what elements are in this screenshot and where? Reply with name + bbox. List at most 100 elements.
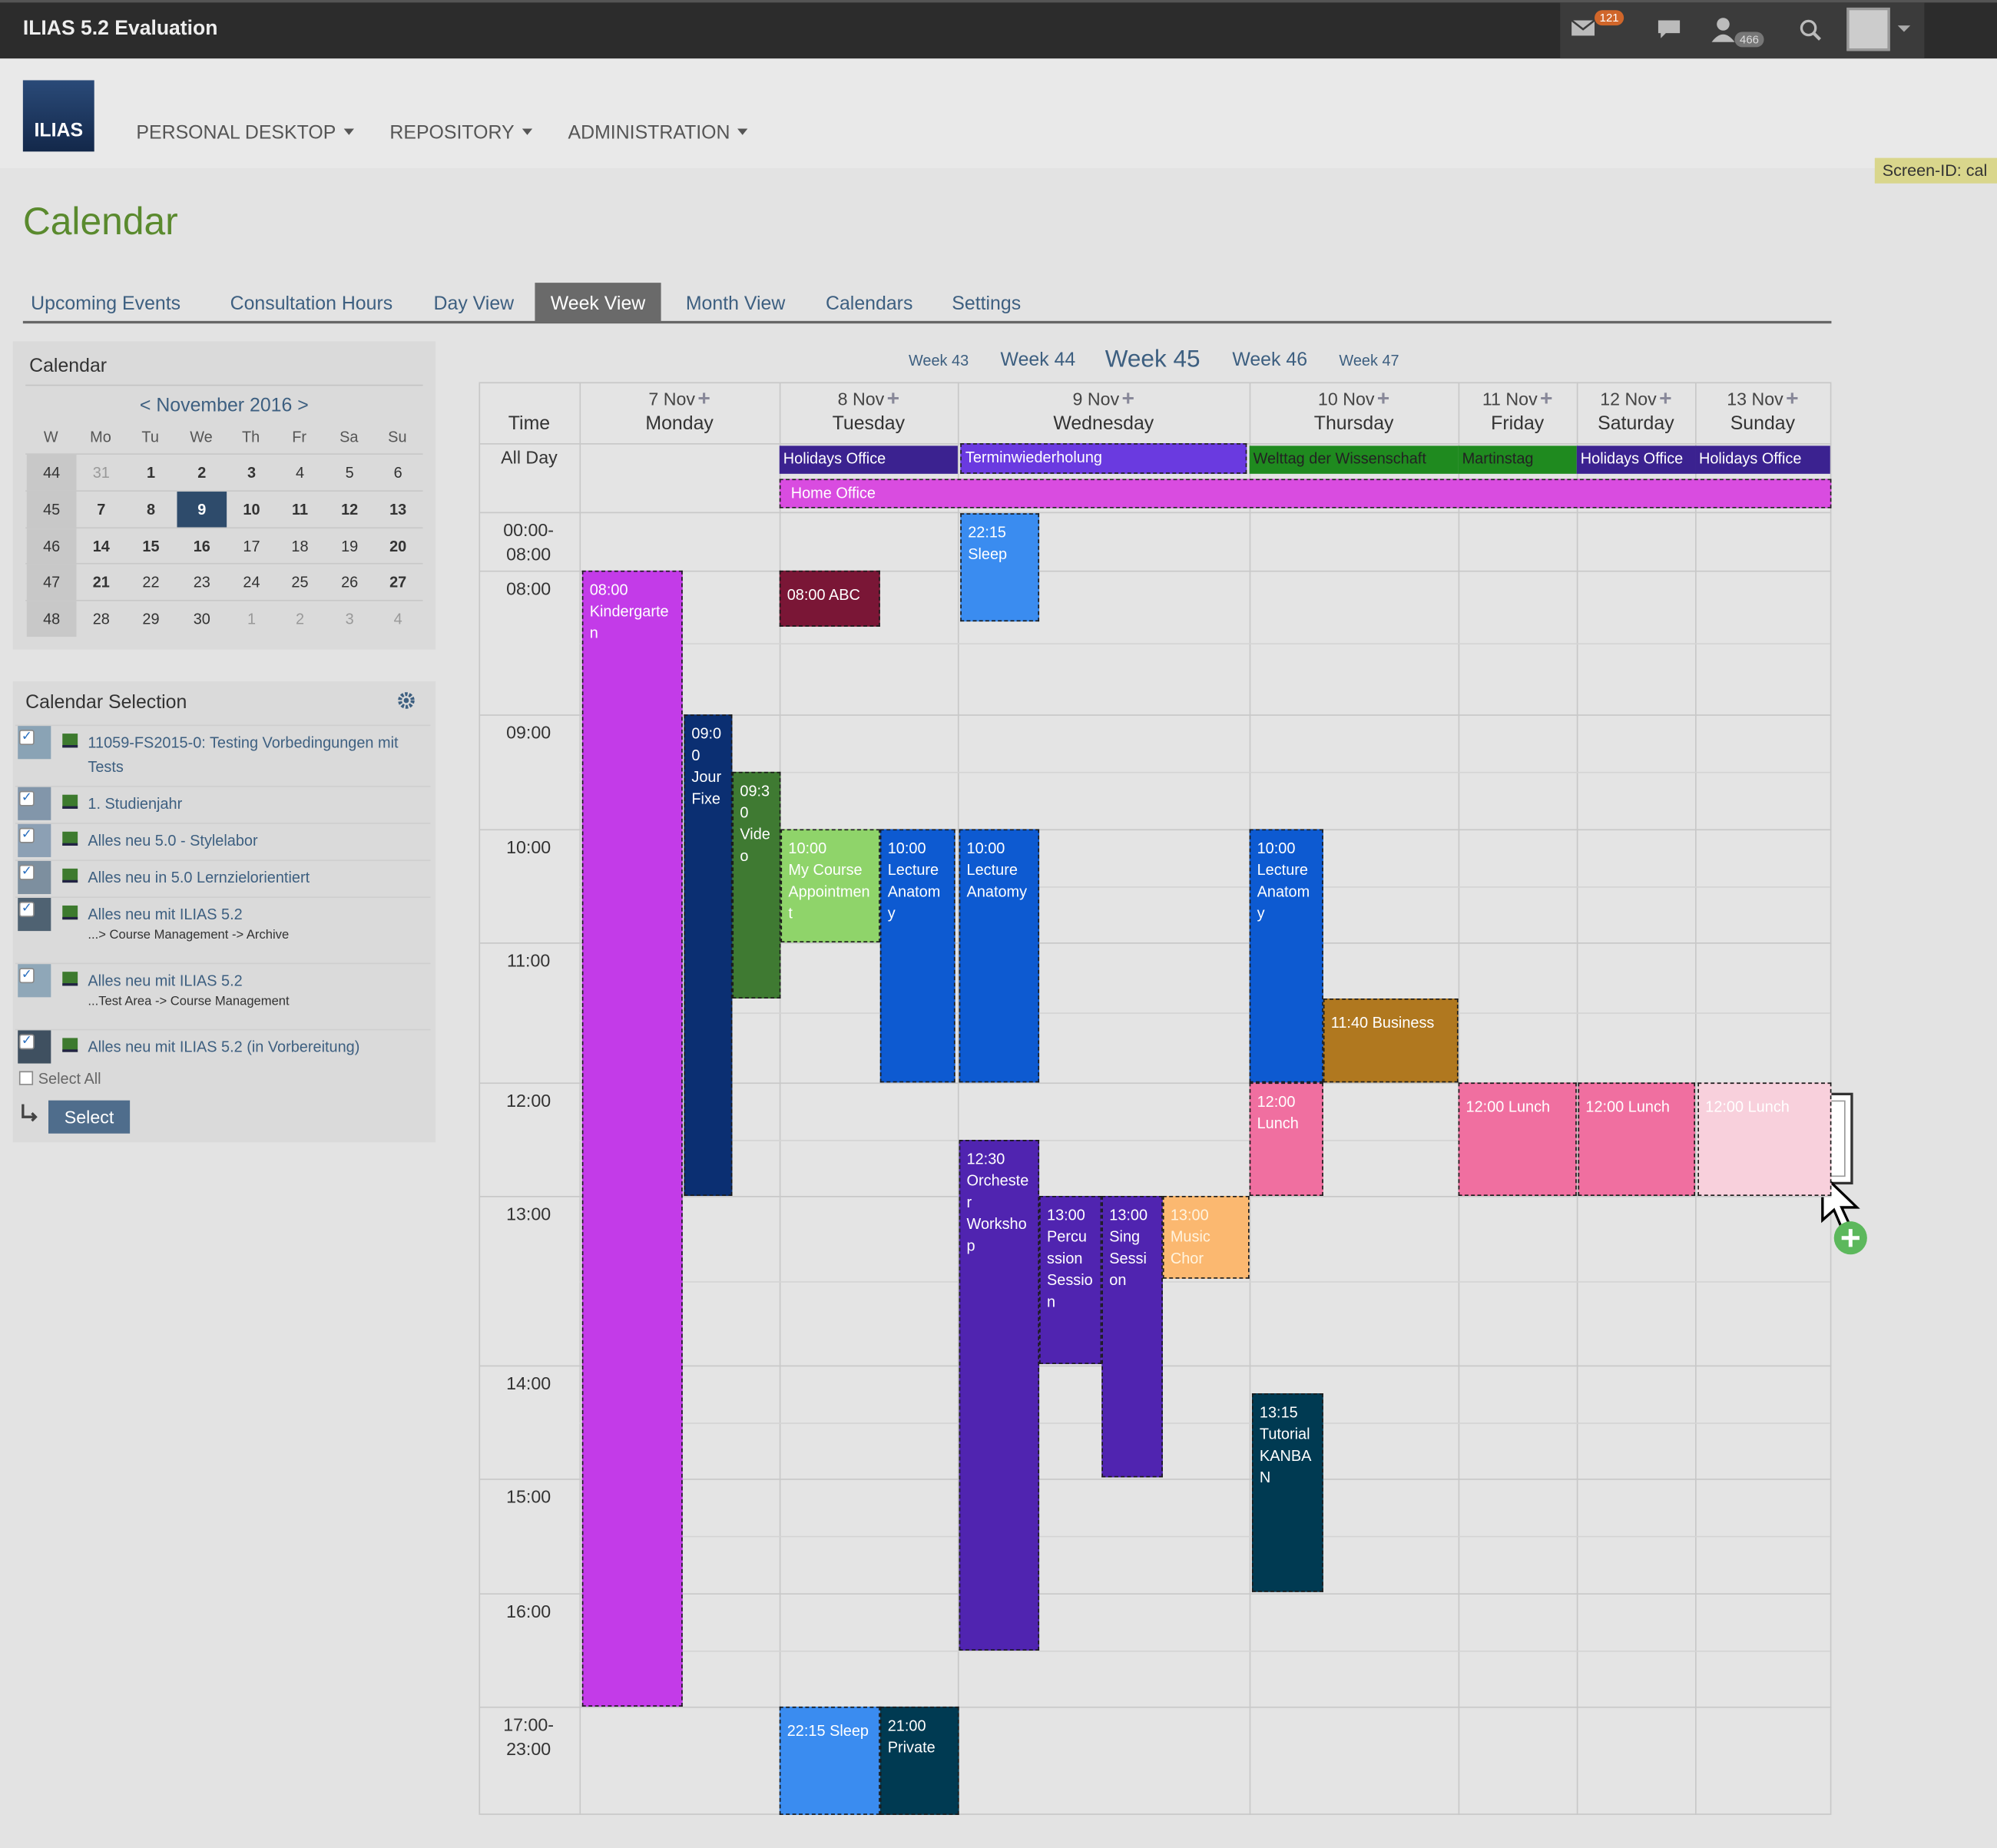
week-number[interactable]: 48 xyxy=(26,601,77,638)
day-cell[interactable]: 30 xyxy=(193,610,210,628)
event[interactable]: 08:00 Kindergarten xyxy=(581,570,683,1707)
day-cell[interactable]: 12 xyxy=(341,500,359,518)
event[interactable]: 10:00 Lecture Anatomy xyxy=(959,829,1040,1083)
tab[interactable]: Settings xyxy=(952,293,1022,315)
select-button[interactable]: Select xyxy=(48,1100,131,1134)
tab[interactable]: Consultation Hours xyxy=(230,293,393,315)
gear-icon[interactable] xyxy=(397,691,415,709)
day-cell[interactable]: 5 xyxy=(345,463,354,482)
contacts-icon[interactable] xyxy=(1711,15,1738,43)
day-cell[interactable]: 19 xyxy=(341,537,359,555)
week-link[interactable]: Week 45 xyxy=(1104,346,1201,373)
day-cell[interactable]: 11 xyxy=(291,500,309,518)
nav-item[interactable]: PERSONAL DESKTOP xyxy=(136,122,354,144)
all-day-event[interactable]: Holidays Office xyxy=(1576,445,1696,474)
calendar-name[interactable]: Alles neu mit ILIAS 5.2 (in Vorbereitung… xyxy=(88,1038,360,1056)
select-all-label[interactable]: Select All xyxy=(38,1069,101,1088)
week-number[interactable]: 46 xyxy=(26,528,77,565)
select-all-checkbox[interactable] xyxy=(18,1071,34,1085)
week-link[interactable]: Week 46 xyxy=(1232,349,1308,371)
all-day-event[interactable]: Martinstag xyxy=(1458,445,1577,474)
event[interactable]: 09:00 Jour Fixe xyxy=(684,714,733,1197)
event[interactable]: 22:15 Sleep xyxy=(960,513,1040,622)
day-cell[interactable]: 24 xyxy=(243,573,260,591)
day-date[interactable]: 13 Nov + xyxy=(1727,386,1799,410)
checkbox[interactable]: ✓ xyxy=(18,901,35,917)
event[interactable]: 12:00 Lunch xyxy=(1697,1082,1832,1197)
event[interactable]: 10:00 Lecture Anatomy xyxy=(1249,829,1323,1083)
event[interactable]: 13:00 Music Chor xyxy=(1162,1196,1250,1279)
day-cell[interactable]: 27 xyxy=(389,573,407,591)
mini-calendar-month[interactable]: < November 2016 > xyxy=(139,395,309,417)
day-cell[interactable]: 28 xyxy=(92,610,110,628)
calendar-name[interactable]: 11059-FS2015-0: Testing Vorbedingungen m… xyxy=(88,734,399,776)
all-day-event[interactable]: Terminwiederholung xyxy=(960,443,1247,474)
checkbox[interactable]: ✓ xyxy=(18,827,35,843)
day-date[interactable]: 12 Nov + xyxy=(1600,386,1672,410)
day-cell[interactable]: 23 xyxy=(193,573,210,591)
checkbox[interactable]: ✓ xyxy=(18,1034,35,1050)
event[interactable]: 11:40 Business xyxy=(1323,998,1459,1083)
avatar[interactable] xyxy=(1846,7,1890,51)
day-cell[interactable]: 6 xyxy=(393,463,402,482)
day-cell[interactable]: 9 xyxy=(177,492,227,528)
day-cell[interactable]: 18 xyxy=(291,537,309,555)
tab[interactable]: Day View xyxy=(433,293,515,315)
day-cell[interactable]: 2 xyxy=(295,610,305,628)
day-cell[interactable]: 29 xyxy=(142,610,160,628)
event[interactable]: 09:30 Video xyxy=(732,771,781,999)
all-day-event[interactable]: Holidays Office xyxy=(1695,445,1830,474)
add-event-icon[interactable]: + xyxy=(1540,386,1553,410)
calendar-name[interactable]: 1. Studienjahr xyxy=(88,794,183,813)
add-event-icon[interactable]: + xyxy=(1659,386,1672,410)
week-number[interactable]: 45 xyxy=(26,492,77,528)
day-cell[interactable]: 8 xyxy=(146,500,156,518)
event[interactable]: 13:00 Percussion Session xyxy=(1039,1196,1102,1364)
tab[interactable]: Calendars xyxy=(826,293,913,315)
event[interactable]: 12:30 Orchester Workshop xyxy=(959,1140,1040,1651)
event[interactable]: 12:00 Lunch xyxy=(1458,1082,1577,1197)
day-cell[interactable]: 10 xyxy=(243,500,260,518)
day-cell[interactable]: 2 xyxy=(197,463,207,482)
week-link[interactable]: Week 43 xyxy=(908,351,969,369)
event[interactable]: 13:00 Sing Session xyxy=(1101,1196,1163,1478)
add-event-icon[interactable]: + xyxy=(1121,386,1135,410)
day-date[interactable]: 8 Nov + xyxy=(837,386,900,410)
day-cell[interactable]: 16 xyxy=(193,537,210,555)
day-cell[interactable]: 31 xyxy=(92,463,110,482)
calendar-name[interactable]: Alles neu mit ILIAS 5.2 xyxy=(88,972,243,990)
day-cell[interactable]: 13 xyxy=(389,500,407,518)
day-cell[interactable]: 1 xyxy=(247,610,257,628)
day-date[interactable]: 9 Nov + xyxy=(1072,386,1135,410)
day-cell[interactable]: 14 xyxy=(92,537,110,555)
mail-icon[interactable] xyxy=(1571,18,1598,38)
day-cell[interactable]: 26 xyxy=(341,573,359,591)
day-cell[interactable]: 3 xyxy=(345,610,354,628)
day-date[interactable]: 10 Nov + xyxy=(1317,386,1390,410)
logo[interactable]: ILIAS xyxy=(22,80,94,152)
week-number[interactable]: 47 xyxy=(26,564,77,600)
day-date[interactable]: 7 Nov + xyxy=(648,386,710,410)
day-cell[interactable]: 15 xyxy=(142,537,160,555)
day-cell[interactable]: 17 xyxy=(243,537,260,555)
day-date[interactable]: 11 Nov + xyxy=(1482,386,1553,410)
week-number[interactable]: 44 xyxy=(26,454,77,491)
day-cell[interactable]: 4 xyxy=(295,463,305,482)
checkbox[interactable]: ✓ xyxy=(18,864,35,880)
week-link[interactable]: Week 44 xyxy=(1000,349,1076,371)
week-link[interactable]: Week 47 xyxy=(1339,351,1399,369)
event[interactable]: 10:00 My Course Appointment xyxy=(780,829,880,943)
event[interactable]: 12:00 Lunch xyxy=(1578,1082,1696,1197)
checkbox[interactable]: ✓ xyxy=(18,790,35,806)
checkbox[interactable]: ✓ xyxy=(18,730,35,746)
chat-icon[interactable] xyxy=(1656,18,1684,41)
day-cell[interactable]: 20 xyxy=(389,537,407,555)
all-day-event[interactable]: Home Office xyxy=(779,479,1832,508)
search-icon[interactable] xyxy=(1798,18,1823,43)
day-cell[interactable]: 21 xyxy=(92,573,110,591)
day-cell[interactable]: 25 xyxy=(291,573,309,591)
add-event-icon[interactable]: + xyxy=(1786,386,1799,410)
calendar-name[interactable]: Alles neu in 5.0 Lernzielorientiert xyxy=(88,868,310,887)
all-day-event[interactable]: Holidays Office xyxy=(779,445,958,474)
add-event-icon[interactable]: + xyxy=(697,386,710,410)
